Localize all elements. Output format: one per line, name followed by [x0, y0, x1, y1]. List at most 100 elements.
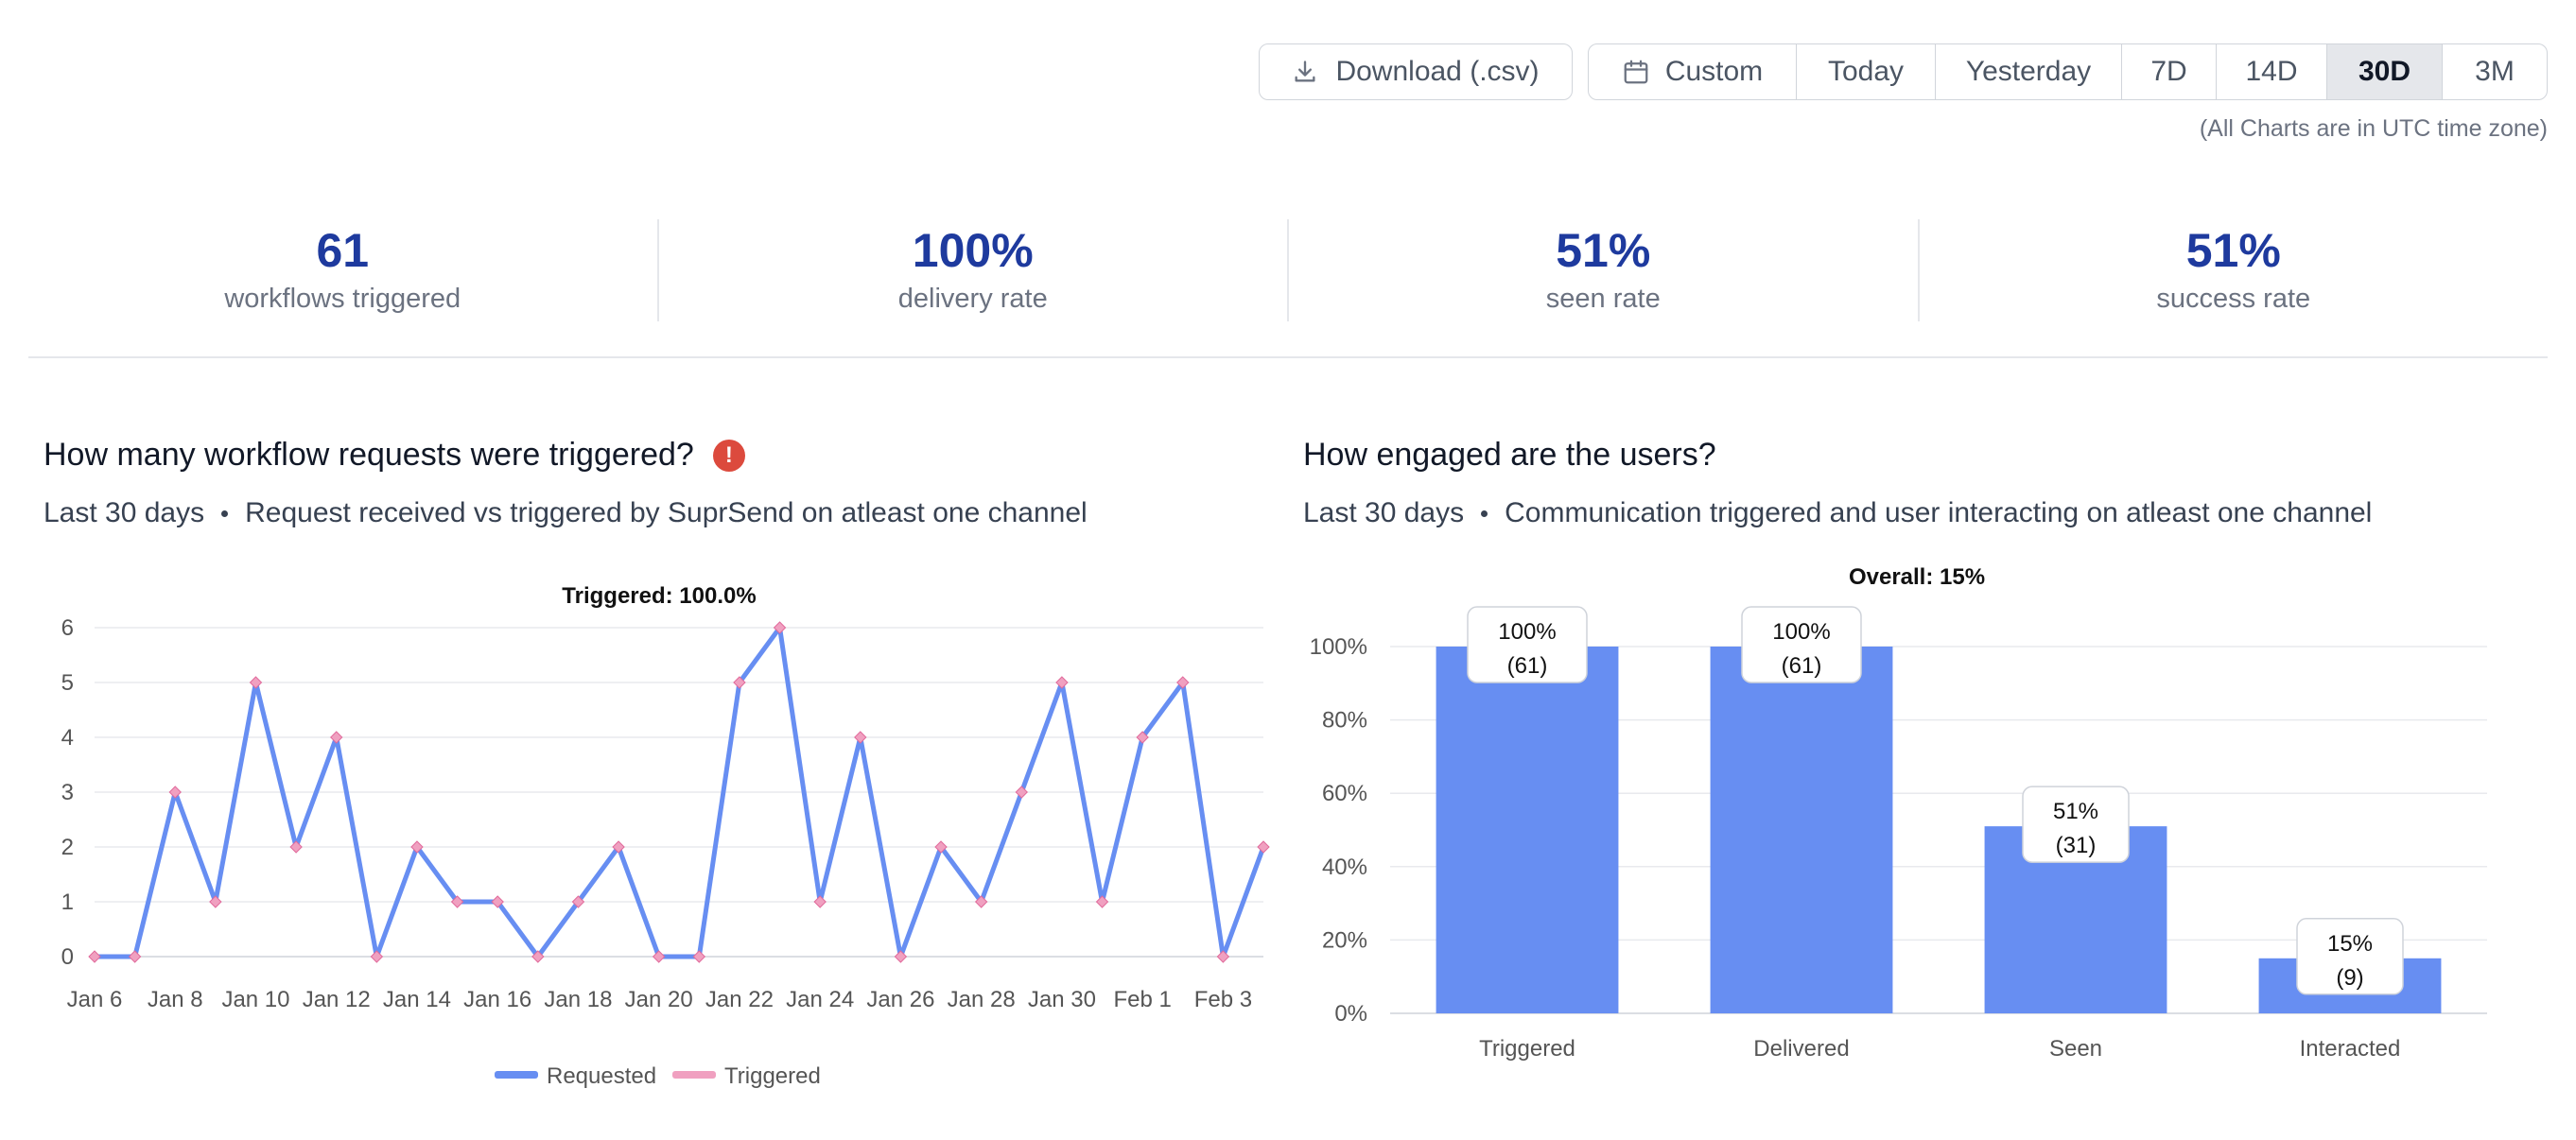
- data-label-box: [1741, 606, 1862, 683]
- alert-icon[interactable]: !: [712, 439, 745, 472]
- date-range-selector: Custom Today Yesterday 7D 14D 30D 3M: [1588, 43, 2548, 100]
- left-panel-description: Request received vs triggered by SuprSen…: [245, 497, 1088, 528]
- range-yesterday-button[interactable]: Yesterday: [1936, 44, 2122, 99]
- x-tick-label: Jan 10: [221, 987, 289, 1012]
- range-14d-button[interactable]: 14D: [2217, 44, 2327, 99]
- data-point-triggered: [692, 950, 706, 963]
- kpi-delivery-rate: 100% delivery rate: [659, 219, 1289, 321]
- kpi-label: seen rate: [1545, 284, 1661, 314]
- data-point-triggered: [249, 676, 263, 689]
- kpi-seen-rate: 51% seen rate: [1289, 219, 1920, 321]
- right-panel-period: Last 30 days: [1303, 497, 1465, 528]
- engagement-bar-chart: Overall: 15% 0% 20% 40% 60% 80% 100% Triggered 1…: [1310, 564, 2487, 1062]
- x-tick-label: Jan 6: [67, 987, 123, 1012]
- right-panel-description: Communication triggered and user interac…: [1505, 497, 2373, 528]
- kpi-row: 61 workflows triggered 100% delivery rat…: [28, 219, 2548, 321]
- data-point-triggered: [1095, 895, 1109, 908]
- data-point-triggered: [209, 895, 222, 908]
- y-tick-label: 6: [61, 615, 74, 641]
- bar-triggered: [1436, 647, 1619, 1013]
- download-csv-label: Download (.csv): [1335, 56, 1540, 87]
- chart-title: Overall: 15%: [1849, 564, 1985, 590]
- requests-line-chart: Triggered: 100.0% 0 1 2 3 4 5 6 Jan 6 Jan 8 Jan 10…: [61, 583, 1270, 1089]
- x-tick-label: Delivered: [1753, 1036, 1849, 1062]
- range-7d-button[interactable]: 7D: [2122, 44, 2217, 99]
- data-label-count: (9): [2336, 965, 2363, 991]
- x-tick-label: Jan 16: [463, 987, 531, 1012]
- y-tick-label: 80%: [1322, 708, 1367, 734]
- legend-swatch-requested: [495, 1071, 538, 1079]
- x-tick-label: Jan 20: [625, 987, 693, 1012]
- x-tick-label: Jan 22: [705, 987, 774, 1012]
- x-tick-label: Jan 8: [148, 987, 203, 1012]
- right-panel-title: How engaged are the users?: [1303, 437, 1716, 474]
- left-panel-title: How many workflow requests were triggere…: [44, 437, 745, 474]
- x-tick-label: Jan 18: [544, 987, 612, 1012]
- data-point-triggered: [612, 840, 625, 854]
- data-point-triggered: [934, 840, 948, 854]
- range-14d-label: 14D: [2245, 56, 2298, 87]
- range-30d-label: 30D: [2358, 56, 2411, 87]
- data-point-triggered: [531, 950, 545, 963]
- x-tick-label: Feb 3: [1194, 987, 1252, 1012]
- x-tick-label: Jan 12: [303, 987, 371, 1012]
- legend-label-triggered: Triggered: [724, 1063, 821, 1089]
- data-point-triggered: [571, 895, 585, 908]
- data-point-triggered: [128, 950, 142, 963]
- bar-delivered: [1710, 647, 1893, 1013]
- data-label-count: (31): [2056, 833, 2097, 858]
- kpi-value: 100%: [912, 224, 1034, 277]
- data-point-triggered: [330, 731, 343, 744]
- range-3m-button[interactable]: 3M: [2443, 44, 2547, 99]
- range-custom-label: Custom: [1664, 56, 1764, 87]
- separator-dot: [1481, 510, 1488, 517]
- y-tick-label: 2: [61, 835, 74, 860]
- data-point-triggered: [894, 950, 908, 963]
- data-point-triggered: [1136, 731, 1149, 744]
- range-7d-label: 7D: [2150, 56, 2187, 87]
- data-label-count: (61): [1782, 653, 1822, 679]
- kpi-value: 61: [316, 224, 370, 277]
- data-point-triggered: [854, 731, 867, 744]
- y-tick-label: 40%: [1322, 855, 1367, 880]
- data-point-triggered: [289, 840, 303, 854]
- utc-timezone-note: (All Charts are in UTC time zone): [2199, 115, 2548, 142]
- range-today-button[interactable]: Today: [1797, 44, 1936, 99]
- range-30d-button[interactable]: 30D: [2327, 44, 2443, 99]
- kpi-label: workflows triggered: [224, 284, 461, 314]
- left-panel-subtitle: Last 30 days Request received vs trigger…: [44, 497, 1088, 529]
- chart-title: Triggered: 100.0%: [562, 583, 756, 609]
- data-point-triggered: [773, 621, 787, 634]
- data-point-triggered: [1015, 786, 1028, 799]
- download-csv-button[interactable]: Download (.csv): [1259, 43, 1573, 100]
- range-today-label: Today: [1827, 56, 1905, 87]
- x-tick-label: Seen: [2049, 1036, 2102, 1062]
- data-point-triggered: [652, 950, 666, 963]
- data-point-triggered: [974, 895, 988, 908]
- legend-label-requested: Requested: [547, 1063, 656, 1089]
- y-tick-label: 20%: [1322, 927, 1367, 953]
- x-tick-label: Jan 14: [383, 987, 451, 1012]
- range-yesterday-label: Yesterday: [1965, 56, 2092, 87]
- data-label-box: [1467, 606, 1588, 683]
- data-point-triggered: [88, 950, 101, 963]
- range-custom-button[interactable]: Custom: [1589, 44, 1797, 99]
- x-tick-label: Jan 24: [786, 987, 854, 1012]
- kpi-label: delivery rate: [897, 284, 1048, 314]
- x-tick-label: Jan 30: [1028, 987, 1096, 1012]
- x-tick-label: Jan 28: [948, 987, 1016, 1012]
- kpi-value: 51%: [1556, 224, 1651, 277]
- left-panel-period: Last 30 days: [44, 497, 205, 528]
- kpi-success-rate: 51% success rate: [1920, 219, 2549, 321]
- y-tick-label: 4: [61, 725, 74, 751]
- download-icon: [1295, 60, 1315, 82]
- data-label-percent: 15%: [2327, 931, 2373, 957]
- data-point-triggered: [733, 676, 746, 689]
- data-point-triggered: [1257, 840, 1270, 854]
- data-label-percent: 100%: [1772, 619, 1830, 645]
- y-tick-label: 60%: [1322, 781, 1367, 806]
- kpi-divider: [28, 356, 2548, 358]
- x-tick-label: Feb 1: [1113, 987, 1171, 1012]
- data-point-triggered: [1176, 676, 1190, 689]
- data-label-percent: 51%: [2053, 799, 2098, 824]
